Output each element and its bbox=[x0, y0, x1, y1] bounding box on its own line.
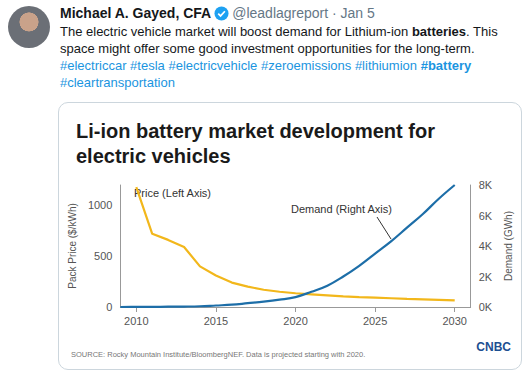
svg-text:0: 0 bbox=[106, 301, 112, 313]
svg-text:Demand (GWh): Demand (GWh) bbox=[503, 211, 514, 281]
html-text:#electriccar #tesla #electricv: #electriccar #tesla #electricvehicle #ze… bbox=[60, 58, 472, 73]
svg-text:8K: 8K bbox=[479, 179, 493, 191]
svg-text:2015: 2015 bbox=[204, 315, 228, 327]
svg-text:2010: 2010 bbox=[124, 315, 148, 327]
svg-text:Price (Left Axis): Price (Left Axis) bbox=[134, 187, 211, 199]
svg-text:2030: 2030 bbox=[442, 315, 466, 327]
svg-text:Li-ion battery market developm: Li-ion battery market development for bbox=[76, 120, 441, 142]
svg-text:1000: 1000 bbox=[88, 199, 112, 211]
html-text:The electric vehicle market wi: The electric vehicle market will boost d… bbox=[60, 24, 498, 56]
html-text:Michael A. Gayed, CFA: Michael A. Gayed, CFA bbox=[60, 5, 212, 21]
svg-text:SOURCE: Rocky Mountain Institu: SOURCE: Rocky Mountain Institute/Bloombe… bbox=[71, 350, 365, 359]
svg-text:4K: 4K bbox=[479, 240, 493, 252]
svg-text:CNBC: CNBC bbox=[476, 340, 511, 354]
svg-text:2025: 2025 bbox=[363, 315, 387, 327]
svg-text:0K: 0K bbox=[479, 301, 493, 313]
svg-text:2020: 2020 bbox=[283, 315, 307, 327]
html-text:@leadlagreport · Jan 5: @leadlagreport · Jan 5 bbox=[232, 5, 375, 21]
svg-text:Pack Price ($/kWh): Pack Price ($/kWh) bbox=[67, 203, 78, 289]
svg-text:6K: 6K bbox=[479, 210, 493, 222]
svg-text:Demand (Right Axis): Demand (Right Axis) bbox=[291, 203, 392, 215]
svg-text:2K: 2K bbox=[479, 271, 493, 283]
html-text:#cleartransportation: #cleartransportation bbox=[60, 75, 175, 90]
svg-text:500: 500 bbox=[94, 250, 112, 262]
svg-text:electric vehicles: electric vehicles bbox=[76, 145, 231, 167]
